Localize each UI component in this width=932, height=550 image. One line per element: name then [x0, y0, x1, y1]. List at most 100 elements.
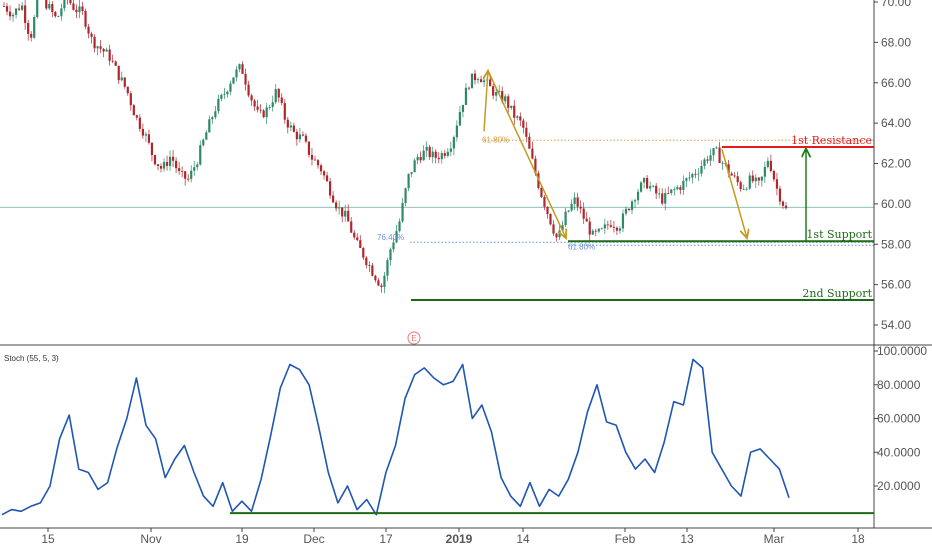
candle-body: [615, 227, 619, 231]
candle-body: [519, 116, 522, 121]
candle-body: [11, 14, 15, 17]
candle-body: [540, 187, 543, 197]
candle-body: [492, 86, 495, 96]
candle-body: [247, 84, 250, 96]
candle-body: [141, 128, 144, 136]
candle-body: [84, 10, 87, 27]
candle-body: [316, 160, 320, 166]
candle-body: [51, 3, 54, 12]
candle-body: [63, 0, 66, 9]
candle-body: [325, 175, 329, 182]
candle-body: [501, 91, 504, 102]
candle-body: [54, 11, 57, 17]
candle-body: [229, 83, 232, 92]
earnings-event-icon: [407, 331, 421, 345]
candle-body: [368, 265, 371, 266]
candle-body: [93, 36, 96, 49]
candle-body: [482, 80, 486, 83]
candle-body: [772, 170, 776, 180]
candle-body: [455, 125, 458, 138]
candle-body: [135, 115, 138, 118]
candle-body: [712, 148, 715, 156]
candle-body: [383, 275, 386, 287]
candle-body: [123, 77, 126, 87]
candle-body: [310, 154, 314, 160]
candle-body: [244, 73, 247, 85]
candle-body: [14, 8, 18, 15]
candle-body: [156, 164, 160, 166]
candle-body: [353, 232, 356, 238]
candle-body: [286, 119, 289, 128]
earnings-event-label: E: [411, 334, 416, 343]
candle-body: [45, 0, 48, 9]
candle-body: [162, 162, 166, 169]
candle-body: [510, 105, 513, 108]
candle-body: [691, 174, 694, 178]
candle-body: [362, 247, 365, 258]
candle-body: [461, 104, 465, 112]
time-tick-label: 17: [379, 532, 393, 546]
candle-body: [199, 145, 202, 165]
candle-body: [193, 167, 196, 171]
candle-body: [739, 182, 742, 190]
candle-body: [386, 260, 389, 276]
candle-body: [504, 96, 507, 102]
candle-body: [168, 156, 172, 166]
candle-body: [81, 6, 84, 11]
candle-body: [579, 206, 582, 209]
price-tick-label: 60.00: [881, 197, 911, 211]
indicator-title[interactable]: Stoch (55, 5, 3): [4, 354, 59, 363]
price-tick-label: 68.00: [881, 35, 911, 49]
fib-level-label: 61.80%: [482, 135, 509, 144]
candle-body: [428, 146, 431, 158]
candle-body: [223, 94, 226, 96]
candle-body: [307, 141, 311, 155]
candle-body: [570, 203, 573, 211]
candle-body: [646, 177, 649, 189]
candle-body: [667, 193, 670, 194]
candle-body: [220, 94, 223, 99]
candle-body: [673, 189, 676, 190]
candle-body: [498, 91, 501, 93]
candle-body: [633, 200, 637, 202]
candle-body: [304, 135, 308, 142]
candle-body: [217, 98, 220, 112]
candle-body: [57, 16, 60, 18]
candle-body: [2, 6, 6, 7]
candle-body: [105, 49, 108, 52]
candle-body: [606, 224, 609, 226]
candle-body: [558, 230, 561, 238]
candle-body: [171, 156, 175, 161]
projection-arrow: [489, 74, 566, 239]
candle-body: [96, 46, 99, 49]
price-tick-label: 54.00: [881, 318, 911, 332]
candle-body: [458, 111, 462, 126]
candle-body: [338, 207, 341, 209]
candle-body: [694, 174, 697, 175]
candle-body: [549, 213, 552, 225]
candle-body: [380, 285, 383, 287]
candle-body: [437, 157, 440, 160]
candle-body: [292, 125, 295, 132]
candle-body: [624, 208, 628, 214]
price-tick-label: 62.00: [881, 157, 911, 171]
stoch-tick-label: 80.0000: [877, 378, 921, 392]
candle-body: [473, 73, 477, 81]
candle-body: [431, 151, 434, 158]
candle-body: [612, 226, 615, 228]
candle-body: [476, 79, 480, 81]
candle-body: [676, 187, 679, 190]
time-tick-label: 18: [851, 532, 865, 546]
candle-body: [253, 100, 256, 107]
candle-body: [108, 49, 111, 61]
candle-body: [319, 165, 323, 172]
candle-body: [757, 177, 760, 181]
candle-body: [365, 257, 368, 266]
candle-body: [440, 153, 443, 160]
candle-body: [591, 230, 594, 235]
candle-body: [298, 134, 301, 140]
candle-body: [21, 5, 24, 10]
candle-body: [24, 5, 27, 23]
candle-body: [389, 249, 392, 261]
